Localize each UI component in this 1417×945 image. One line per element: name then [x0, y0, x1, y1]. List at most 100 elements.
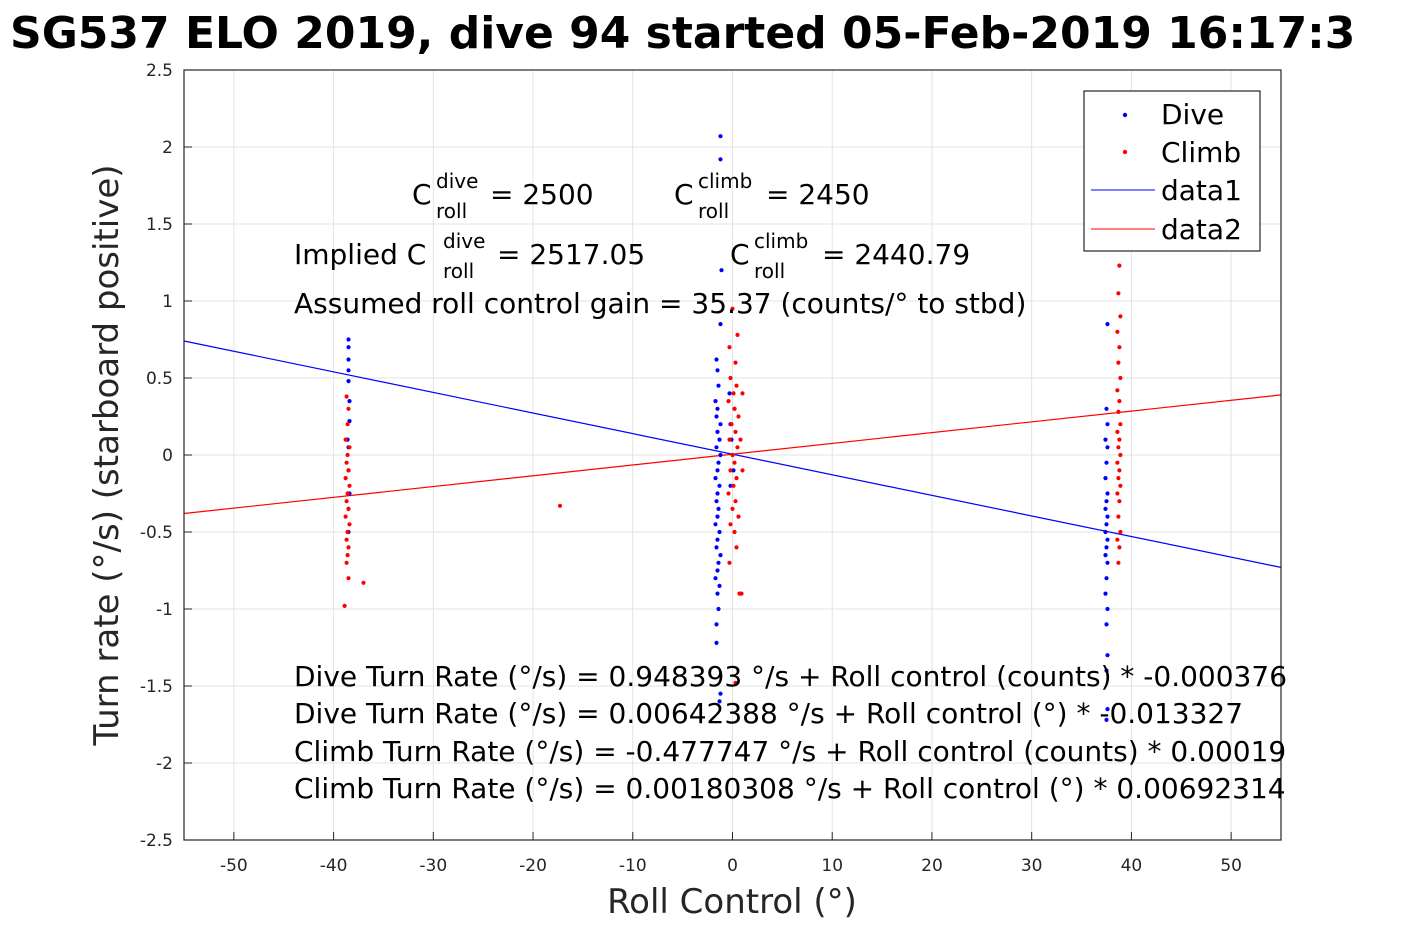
climb-point [1118, 483, 1123, 488]
climb-point [346, 576, 351, 581]
y-tick-label: 1.5 [146, 215, 173, 235]
climb-point [734, 476, 739, 481]
y-tick-label: 0 [162, 446, 173, 466]
x-tick-label: -40 [320, 856, 348, 876]
climb-point [346, 406, 351, 411]
dive-point [1105, 491, 1110, 496]
dive-point [1104, 576, 1109, 581]
climb-point [347, 483, 352, 488]
climb-point [343, 514, 348, 519]
dive-point [718, 157, 723, 162]
dive-point [346, 345, 351, 350]
climb-point [731, 483, 736, 488]
climb-point [342, 603, 347, 609]
dive-point [717, 583, 722, 589]
dive-point [1105, 653, 1110, 658]
dive-point [715, 568, 720, 573]
climb-point [738, 437, 743, 442]
climb-point [733, 680, 738, 686]
climb-point [739, 591, 744, 596]
climb-point [1115, 329, 1120, 334]
dive-point [715, 591, 720, 596]
dive-point [1105, 445, 1110, 450]
dive-point [346, 379, 351, 384]
c-roll-dive-prefix: C [412, 178, 432, 211]
climb-point [1116, 409, 1121, 414]
climb-point [728, 522, 733, 527]
climb-point [727, 437, 732, 442]
dive-point [346, 337, 351, 342]
dive-point [1103, 553, 1108, 558]
dive-point [719, 268, 724, 273]
climb-point [733, 499, 738, 504]
dive-point [714, 445, 719, 450]
dive-point [715, 468, 720, 473]
climb-point [345, 452, 350, 458]
climb-point [732, 460, 737, 465]
climb-point [1116, 560, 1121, 565]
c-roll-dive-sub: roll [436, 199, 467, 223]
dive-point [1103, 506, 1108, 511]
implied-climb-sup: climb [754, 229, 808, 253]
climb-counts-equation: Climb Turn Rate (°/s) = -0.477747 °/s + … [294, 735, 1286, 768]
climb-point [1115, 429, 1120, 434]
y-tick-label: -1.5 [140, 677, 173, 697]
climb-point [345, 422, 350, 427]
dive-point [713, 399, 718, 404]
dive-point [716, 460, 721, 465]
dive-point [347, 399, 352, 404]
c-roll-dive-value: = 2500 [490, 178, 594, 211]
implied-c-roll-annotation: Implied C dive roll = 2517.05 C climb ro… [294, 229, 970, 283]
climb-point [344, 460, 349, 465]
climb-point [346, 545, 351, 550]
climb-point [361, 580, 366, 585]
dive-point [1103, 529, 1108, 535]
climb-point [732, 406, 737, 411]
data-points [342, 134, 1123, 723]
plot-frame [183, 69, 1282, 841]
dive-point [714, 499, 719, 504]
dive-point [715, 368, 720, 373]
dive-point [1103, 476, 1108, 481]
x-tick-label: -10 [619, 856, 647, 876]
climb-point [343, 437, 348, 442]
dive-point [1105, 514, 1110, 519]
climb-point [728, 468, 733, 473]
climb-point [344, 560, 349, 565]
climb-point [344, 499, 349, 504]
climb-point [343, 476, 348, 481]
dive-point [1104, 460, 1109, 465]
climb-point [730, 452, 735, 458]
climb-point [1117, 263, 1122, 268]
dive-point [713, 576, 718, 581]
y-tick-label: -2.5 [140, 831, 173, 851]
dive-point [1104, 545, 1109, 550]
climb-point [345, 529, 350, 535]
climb-point [735, 332, 740, 337]
dive-point [1103, 591, 1108, 596]
dive-point [717, 483, 722, 488]
x-tick-label: -30 [419, 856, 447, 876]
climb-point [734, 383, 739, 388]
climb-point [726, 491, 731, 496]
dive-point [347, 419, 352, 424]
c-roll-setting-annotation: C dive roll = 2500 C climb roll = 2450 [412, 169, 870, 223]
climb-point [557, 503, 563, 508]
dive-point [346, 368, 351, 373]
legend-data1-label: data1 [1161, 174, 1242, 207]
dive-point [714, 414, 719, 419]
climb-point [1117, 399, 1122, 404]
climb-point [1117, 468, 1122, 473]
legend-data2-label: data2 [1161, 213, 1242, 246]
x-axis-ticks: -50 -40 -30 -20 -10 0 10 20 30 40 50 [220, 832, 1242, 876]
climb-point [728, 375, 733, 381]
roll-gain-annotation: Assumed roll control gain = 35.37 (count… [294, 287, 1026, 320]
dive-point [716, 383, 721, 388]
x-tick-label: 10 [821, 856, 843, 876]
climb-point [740, 468, 745, 473]
y-tick-label: 2 [162, 138, 173, 158]
climb-point [346, 468, 351, 473]
y-tick-label: -2 [156, 754, 173, 774]
dive-point [1103, 437, 1108, 442]
